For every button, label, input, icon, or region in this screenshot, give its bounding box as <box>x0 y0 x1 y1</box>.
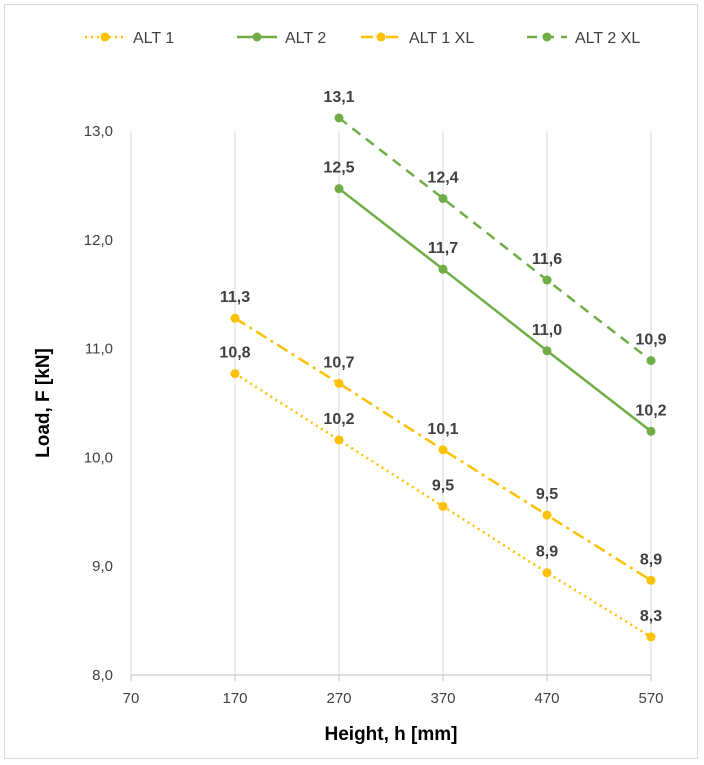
data-label-2-4: 8,9 <box>640 551 662 568</box>
y-tick-label: 9,0 <box>92 558 113 575</box>
data-point-2-4 <box>646 575 656 585</box>
line-chart: 70 170 270 370 470 5708,09,010,011,012,013,0 … <box>33 30 667 745</box>
legend-marker-0 <box>100 32 110 42</box>
data-point-3-1 <box>438 193 448 203</box>
data-point-1-3 <box>646 426 656 436</box>
y-tick-label: 10,0 <box>84 449 113 466</box>
x-tick-label: 170 <box>222 690 247 707</box>
data-label-1-2: 11,0 <box>532 322 562 339</box>
data-label-2-2: 10,1 <box>427 421 458 438</box>
data-label-3-0: 13,1 <box>323 89 354 106</box>
data-point-2-3 <box>542 510 552 520</box>
legend-label-3: ALT 2 XL <box>575 30 640 47</box>
data-label-1-3: 10,2 <box>635 402 666 419</box>
chart-container: 70 170 270 370 470 570 8,0 9,0 10,0 11,0 12,0 13,0 … <box>4 4 698 759</box>
series-group <box>230 113 656 642</box>
legend-label-1: ALT 2 <box>285 30 326 47</box>
data-label-0-3: 8,9 <box>536 544 558 561</box>
x-tick-label: 370 <box>430 690 455 707</box>
data-label-2-3: 9,5 <box>536 486 558 503</box>
x-tick-label: 570 <box>638 690 663 707</box>
data-label-1-1: 11,7 <box>428 240 458 257</box>
axes: 70 170 270 370 470 570 8,0 9,0 10,0 11,0 12,0 13,0 <box>84 123 664 707</box>
x-axis-title: Height, h [mm] <box>325 724 458 745</box>
data-label-2-1: 10,7 <box>323 354 354 371</box>
data-point-2-0 <box>230 313 240 323</box>
data-label-2-0: 11,3 <box>220 289 250 306</box>
data-point-0-3 <box>542 568 552 578</box>
data-point-1-1 <box>438 264 448 274</box>
legend: ALT 1 ALT 2 ALT 1 XL ALT 2 XL <box>85 30 640 47</box>
data-label-0-4: 8,3 <box>640 608 662 625</box>
legend-label-0: ALT 1 <box>133 30 174 47</box>
data-point-0-2 <box>438 501 448 511</box>
data-point-0-4 <box>646 632 656 642</box>
data-point-2-2 <box>438 445 448 455</box>
data-point-1-2 <box>542 346 552 356</box>
data-label-3-1: 12,4 <box>427 169 458 186</box>
legend-label-2: ALT 1 XL <box>409 30 474 47</box>
grid <box>234 131 652 675</box>
data-labels: 10,8 10,2 9,5 8,9 8,3 12,5 11,7 11,0 10,2 11,3 10,… <box>219 89 666 625</box>
data-point-2-1 <box>334 378 344 388</box>
x-tick-label: 470 <box>534 690 559 707</box>
data-point-3-3 <box>646 356 656 366</box>
data-point-1-0 <box>334 184 344 194</box>
data-point-0-1 <box>334 435 344 445</box>
x-tick-label: 70 <box>123 690 140 707</box>
x-tick-label: 270 <box>326 690 351 707</box>
legend-marker-3 <box>542 32 552 42</box>
series-line-3 <box>338 116 652 362</box>
data-label-0-2: 9,5 <box>432 477 454 494</box>
series-line-2 <box>234 317 652 582</box>
data-label-1-0: 12,5 <box>323 160 354 177</box>
data-point-0-0 <box>230 369 240 379</box>
y-tick-label: 8,0 <box>92 667 113 684</box>
y-tick-label: 13,0 <box>84 123 113 140</box>
y-tick-label: 11,0 <box>85 341 113 358</box>
data-label-3-3: 10,9 <box>635 332 666 349</box>
legend-marker-1 <box>252 32 262 42</box>
series-line-1 <box>338 187 652 433</box>
data-label-0-1: 10,2 <box>323 411 354 428</box>
y-axis-title: Load, F [kN] <box>33 348 54 458</box>
legend-marker-2 <box>376 32 386 42</box>
data-label-3-2: 11,6 <box>532 251 562 268</box>
data-point-3-2 <box>542 275 552 285</box>
data-point-3-0 <box>334 113 344 123</box>
data-label-0-0: 10,8 <box>219 345 250 362</box>
y-tick-label: 12,0 <box>84 232 113 249</box>
